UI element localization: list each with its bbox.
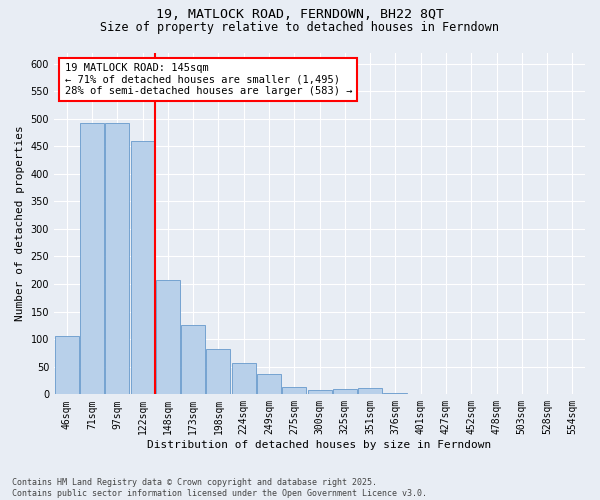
- Bar: [333, 389, 357, 394]
- Bar: [308, 390, 332, 394]
- Bar: [282, 386, 306, 394]
- Text: 19, MATLOCK ROAD, FERNDOWN, BH22 8QT: 19, MATLOCK ROAD, FERNDOWN, BH22 8QT: [156, 8, 444, 20]
- X-axis label: Distribution of detached houses by size in Ferndown: Distribution of detached houses by size …: [148, 440, 491, 450]
- Bar: [383, 392, 407, 394]
- Text: Size of property relative to detached houses in Ferndown: Size of property relative to detached ho…: [101, 21, 499, 34]
- Bar: [105, 123, 129, 394]
- Text: 19 MATLOCK ROAD: 145sqm
← 71% of detached houses are smaller (1,495)
28% of semi: 19 MATLOCK ROAD: 145sqm ← 71% of detache…: [65, 63, 352, 96]
- Y-axis label: Number of detached properties: Number of detached properties: [15, 126, 25, 322]
- Bar: [156, 280, 180, 394]
- Bar: [131, 140, 155, 394]
- Bar: [232, 363, 256, 394]
- Bar: [80, 123, 104, 394]
- Bar: [257, 374, 281, 394]
- Bar: [358, 388, 382, 394]
- Bar: [55, 336, 79, 394]
- Text: Contains HM Land Registry data © Crown copyright and database right 2025.
Contai: Contains HM Land Registry data © Crown c…: [12, 478, 427, 498]
- Bar: [206, 349, 230, 395]
- Bar: [181, 326, 205, 394]
